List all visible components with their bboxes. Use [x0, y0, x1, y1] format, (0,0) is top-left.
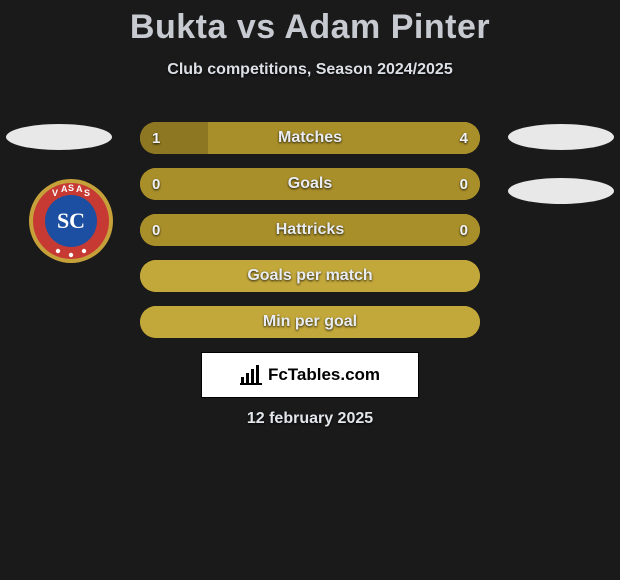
player-right-club-placeholder — [508, 178, 614, 204]
svg-text:V: V — [52, 188, 58, 198]
stat-row-matches: 1 Matches 4 — [140, 122, 480, 154]
player-left-club-badge: V A S A S SC — [28, 178, 114, 264]
stat-row-goals: 0 Goals 0 — [140, 168, 480, 200]
stat-value-right: 4 — [460, 122, 468, 154]
stat-value-right: 0 — [460, 168, 468, 200]
stat-label: Goals per match — [140, 260, 480, 292]
stat-label: Hattricks — [140, 214, 480, 246]
player-left-avatar-placeholder — [6, 124, 112, 150]
source-site-name: FcTables.com — [268, 365, 380, 385]
svg-text:S: S — [84, 188, 90, 198]
player-right-avatar-placeholder — [508, 124, 614, 150]
comparison-card: Bukta vs Adam Pinter Club competitions, … — [0, 0, 620, 580]
stat-rows: 1 Matches 4 0 Goals 0 0 Hattricks 0 Goal… — [140, 122, 480, 352]
snapshot-date: 12 february 2025 — [0, 410, 620, 428]
svg-text:SC: SC — [57, 208, 85, 233]
stat-label: Goals — [140, 168, 480, 200]
svg-text:A: A — [61, 184, 68, 194]
stat-row-goals-per-match: Goals per match — [140, 260, 480, 292]
stat-row-hattricks: 0 Hattricks 0 — [140, 214, 480, 246]
svg-text:A: A — [76, 184, 83, 194]
page-title: Bukta vs Adam Pinter — [0, 0, 620, 47]
stat-row-min-per-goal: Min per goal — [140, 306, 480, 338]
source-attribution: FcTables.com — [201, 352, 419, 398]
page-subtitle: Club competitions, Season 2024/2025 — [0, 61, 620, 79]
stat-label: Matches — [140, 122, 480, 154]
bar-chart-icon — [240, 365, 262, 385]
svg-text:S: S — [68, 183, 74, 193]
stat-label: Min per goal — [140, 306, 480, 338]
stat-value-right: 0 — [460, 214, 468, 246]
vasas-badge-icon: V A S A S SC — [28, 178, 114, 264]
